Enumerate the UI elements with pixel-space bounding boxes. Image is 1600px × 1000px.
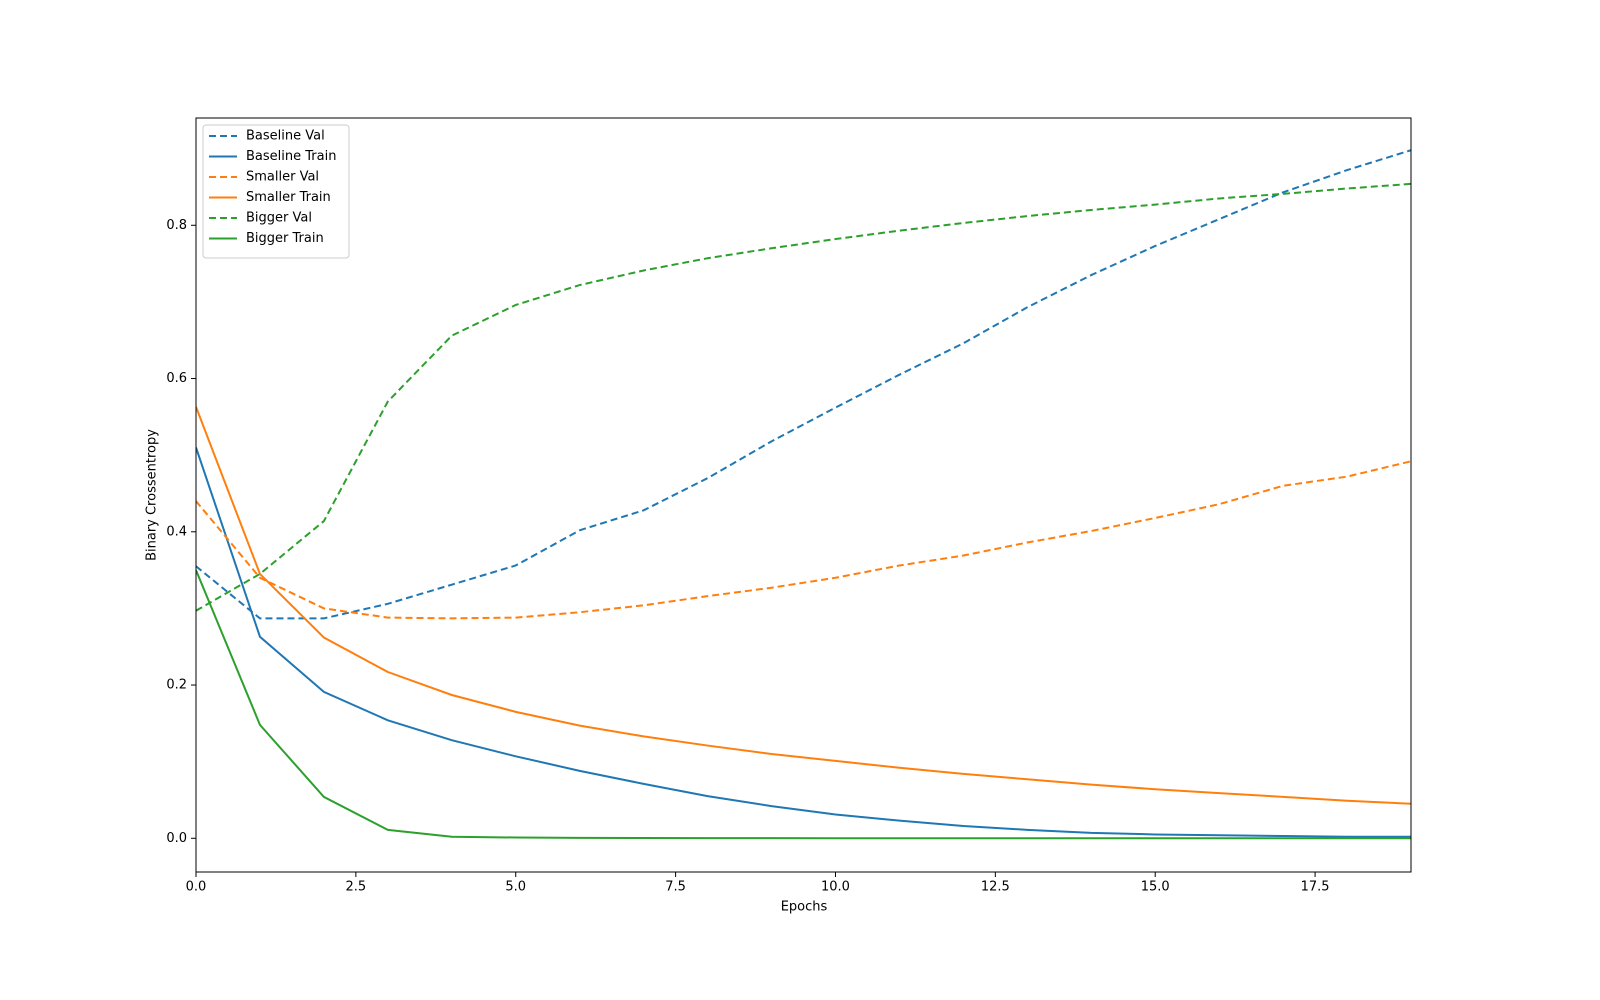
y-tick-label: 0.6 [166, 371, 187, 386]
plot-frame [195, 117, 1412, 873]
legend-label: Smaller Val [246, 170, 319, 185]
legend-label: Baseline Val [246, 129, 325, 144]
legend-label: Smaller Train [246, 190, 331, 205]
y-tick-label: 0.4 [166, 524, 187, 539]
y-tick-label: 0.2 [166, 678, 187, 693]
x-tick-label: 15.0 [1141, 880, 1170, 895]
legend-label: Baseline Train [246, 149, 336, 164]
x-tick-label: 12.5 [981, 880, 1010, 895]
line-series [196, 182, 1411, 612]
x-tick-label: 10.0 [821, 880, 850, 895]
line-series [196, 460, 1411, 620]
x-tick-label: 0.0 [186, 880, 207, 895]
x-tick-label: 17.5 [1301, 880, 1330, 895]
line-series [196, 447, 1411, 838]
x-tick-label: 5.0 [505, 880, 526, 895]
legend-label: Bigger Train [246, 231, 324, 246]
x-tick-label: 2.5 [346, 880, 367, 895]
legend-box [202, 124, 350, 259]
x-axis-label: Epochs [781, 900, 828, 915]
y-axis-label: Binary Crossentropy [145, 429, 160, 561]
y-tick-label: 0.0 [166, 831, 187, 846]
y-tick-label: 0.8 [166, 218, 187, 233]
legend-label: Bigger Val [246, 211, 312, 226]
line-series [196, 569, 1411, 840]
line-series [196, 149, 1411, 620]
x-tick-label: 7.5 [665, 880, 686, 895]
line-series [196, 406, 1411, 805]
